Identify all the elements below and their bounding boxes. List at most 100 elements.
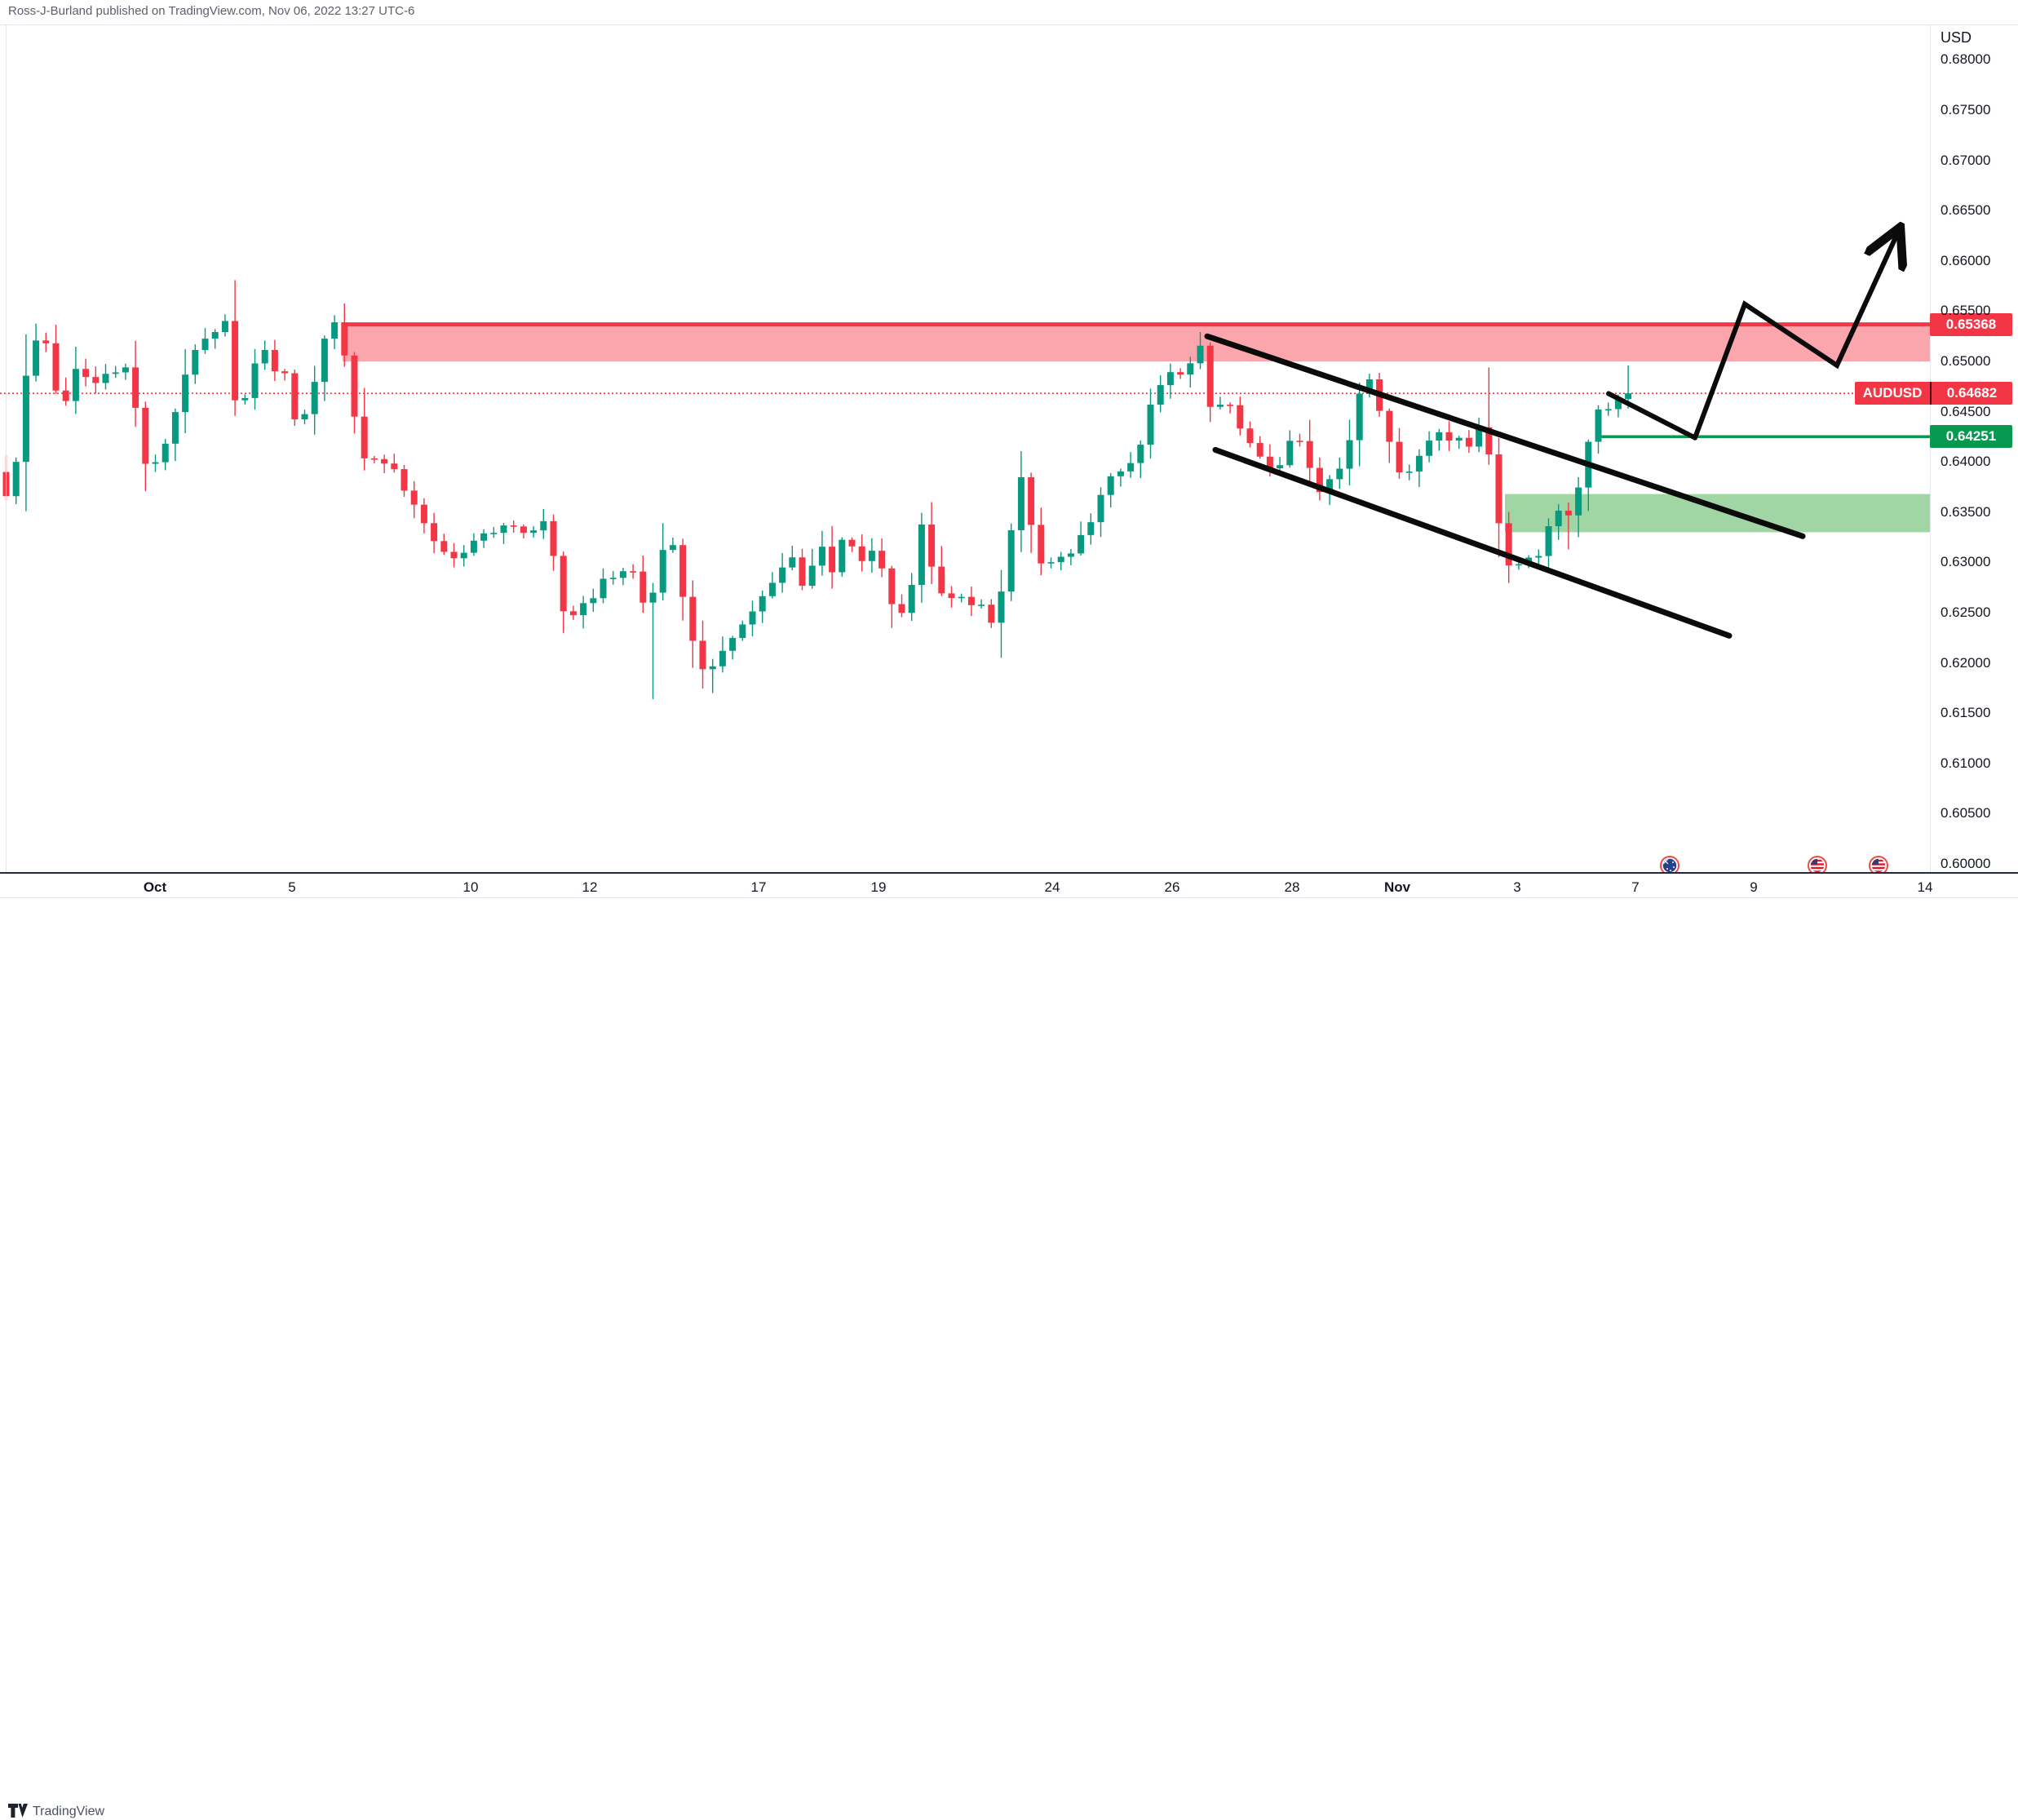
candle-body bbox=[232, 321, 239, 401]
candle-body bbox=[351, 355, 358, 417]
price-tick-label: 0.66000 bbox=[1941, 252, 1991, 268]
price-scale-border bbox=[1930, 25, 1931, 897]
candle-body bbox=[1455, 437, 1463, 441]
price-scale[interactable] bbox=[1931, 25, 2018, 872]
support-price-value: 0.64251 bbox=[1945, 428, 1997, 445]
resistance-price-value: 0.65368 bbox=[1945, 316, 1997, 332]
event-flags-group[interactable] bbox=[1660, 856, 1888, 875]
candle-body bbox=[201, 339, 209, 351]
candle-body bbox=[1117, 471, 1124, 476]
symbol-label: AUDUSD bbox=[1862, 385, 1923, 401]
candle-body bbox=[321, 339, 328, 383]
price-tick-label: 0.60000 bbox=[1941, 856, 1991, 871]
candle-body bbox=[1157, 385, 1164, 405]
pullback-leg-trendline[interactable] bbox=[1606, 391, 1697, 441]
time-tick-label: Oct bbox=[143, 879, 167, 895]
candle-body bbox=[431, 523, 438, 542]
time-tick-label: 3 bbox=[1513, 879, 1521, 895]
chart-left-border bbox=[6, 25, 7, 872]
candle-body bbox=[241, 397, 249, 401]
price-tick-label: 0.65500 bbox=[1941, 303, 1991, 319]
time-scale[interactable] bbox=[0, 874, 2018, 897]
candle-body bbox=[1575, 487, 1582, 516]
us-flag-icon[interactable] bbox=[1808, 856, 1827, 875]
candle-body bbox=[182, 374, 189, 413]
candle-body bbox=[490, 533, 498, 534]
tradingview-logo-icon bbox=[8, 1804, 28, 1818]
candle-body bbox=[1535, 556, 1542, 558]
candle-body bbox=[729, 638, 737, 651]
candle-body bbox=[1078, 534, 1085, 554]
candle-body bbox=[1614, 399, 1622, 410]
channel-lower-trendline[interactable] bbox=[1212, 446, 1733, 639]
candlestick-chart-canvas[interactable] bbox=[0, 0, 2018, 941]
candle-body bbox=[1545, 526, 1552, 556]
candle-body bbox=[1296, 441, 1303, 442]
last-price-badge: AUDUSD 0.64682 bbox=[1855, 382, 2012, 405]
candle-body bbox=[42, 340, 50, 343]
candle-body bbox=[779, 567, 786, 583]
candle-body bbox=[1306, 441, 1313, 468]
us-flag-icon[interactable] bbox=[1869, 856, 1888, 875]
supply-zone-top-line[interactable] bbox=[343, 322, 1930, 327]
candle-body bbox=[1266, 456, 1273, 469]
candle-body bbox=[1216, 405, 1224, 407]
candle-body bbox=[550, 520, 557, 556]
candle-body bbox=[1028, 477, 1035, 525]
time-tick-label: 19 bbox=[870, 879, 887, 895]
candle-body bbox=[569, 611, 577, 616]
candle-body bbox=[1555, 510, 1562, 527]
candle-body bbox=[1187, 363, 1194, 375]
candle-body bbox=[1246, 428, 1254, 444]
candle-body bbox=[759, 596, 766, 612]
candle-body bbox=[709, 666, 716, 670]
candle-body bbox=[858, 546, 865, 561]
candle-body bbox=[630, 571, 637, 573]
candle-body bbox=[132, 367, 139, 408]
support-price-badge: 0.64251 bbox=[1930, 425, 2012, 449]
chart-top-border bbox=[0, 24, 2018, 25]
candle-body bbox=[689, 596, 697, 641]
candle-body bbox=[1087, 522, 1095, 535]
last-price-value: 0.64682 bbox=[1946, 385, 1998, 401]
candle-body bbox=[301, 414, 308, 420]
publish-note: Ross-J-Burland published on TradingView.… bbox=[8, 4, 415, 18]
candle-body bbox=[1047, 562, 1055, 564]
candle-body bbox=[1206, 345, 1214, 407]
candle-body bbox=[1515, 564, 1522, 566]
price-tick-label: 0.62000 bbox=[1941, 654, 1991, 671]
australia-flag-icon[interactable] bbox=[1660, 856, 1679, 875]
footer-border bbox=[0, 897, 2018, 898]
candle-body bbox=[967, 596, 975, 605]
candle-body bbox=[1505, 523, 1512, 566]
candle-body bbox=[619, 571, 626, 578]
candle-body bbox=[928, 524, 936, 567]
channel-upper-trendline[interactable] bbox=[1204, 333, 1806, 539]
tradingview-logo[interactable]: TradingView bbox=[8, 1804, 104, 1820]
candle-body bbox=[818, 547, 825, 566]
candle-body bbox=[1177, 372, 1184, 375]
time-tick-label: 10 bbox=[462, 879, 479, 895]
candle-body bbox=[52, 343, 60, 391]
time-axis-line bbox=[0, 872, 2018, 874]
price-tick-label: 0.61500 bbox=[1941, 705, 1991, 721]
candle-body bbox=[391, 463, 398, 470]
price-tick-label: 0.68000 bbox=[1941, 51, 1991, 68]
candle-body bbox=[799, 557, 806, 587]
candle-body bbox=[341, 322, 348, 356]
candle-body bbox=[1336, 468, 1343, 480]
projection-zigzag-arrow[interactable] bbox=[1693, 234, 1897, 441]
candle-body bbox=[848, 539, 856, 547]
candle-body bbox=[1426, 441, 1433, 456]
drawings-group[interactable] bbox=[1204, 234, 1897, 639]
candle-body bbox=[1595, 409, 1602, 442]
supply-zone[interactable] bbox=[343, 324, 1930, 361]
zones-group[interactable] bbox=[343, 322, 1930, 533]
candle-body bbox=[1436, 432, 1443, 441]
candle-body bbox=[162, 443, 169, 463]
candle-body bbox=[878, 551, 886, 569]
candle-body bbox=[649, 592, 657, 603]
candle-body bbox=[600, 578, 607, 599]
candle-body bbox=[520, 526, 527, 534]
candle-body bbox=[958, 596, 965, 599]
